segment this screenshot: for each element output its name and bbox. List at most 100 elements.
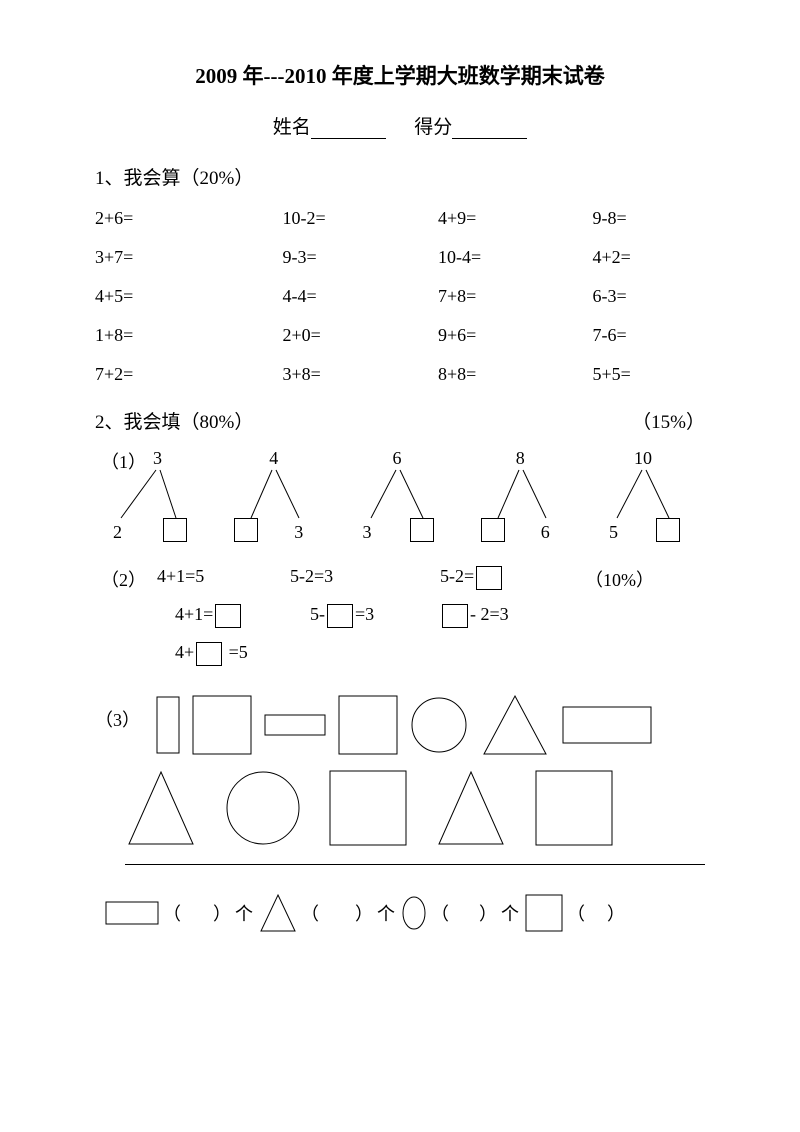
paren-open: （	[431, 900, 449, 926]
rectangle-icon	[562, 706, 652, 744]
info-line: 姓名 得分	[95, 112, 705, 139]
section2-header-right: （15%）	[632, 407, 705, 434]
circle-icon	[225, 770, 301, 846]
split-group: （1） 3 2	[101, 448, 206, 548]
arithmetic-grid: 2+6= 10-2= 4+9= 9-8= 3+7= 9-3= 10-4= 4+2…	[95, 208, 705, 385]
square-icon	[192, 695, 252, 755]
split-right: 3	[294, 522, 303, 543]
q2-label: （2）	[101, 566, 146, 592]
q3-label: （3）	[95, 694, 140, 732]
arith-cell[interactable]: 10-2=	[248, 208, 401, 229]
rectangle-icon	[264, 714, 326, 736]
arith-cell[interactable]: 4+9=	[400, 208, 553, 229]
answer-box[interactable]	[196, 642, 222, 666]
eq: 5-2=3	[290, 566, 333, 587]
score-label: 得分	[414, 117, 452, 138]
arith-cell[interactable]: 2+6=	[95, 208, 248, 229]
ellipse-icon	[401, 895, 427, 931]
shapes-row-2	[125, 770, 705, 846]
eq: 5-=3	[310, 604, 374, 628]
shapes-row-1: （3）	[95, 694, 705, 756]
split-lines-icon	[486, 466, 566, 521]
name-label: 姓名	[273, 117, 311, 138]
split-lines-icon	[116, 466, 196, 521]
arith-cell[interactable]: 4+5=	[95, 286, 248, 307]
answer-box[interactable]	[442, 604, 468, 628]
answer-box[interactable]	[410, 518, 434, 542]
count-item: （ ） 个	[259, 893, 395, 933]
arith-cell[interactable]: 10-4=	[400, 247, 553, 268]
arith-cell[interactable]: 7+2=	[95, 364, 248, 385]
triangle-icon	[259, 893, 297, 933]
split-lines-icon	[609, 466, 689, 521]
rectangle-icon	[156, 696, 180, 754]
score-blank[interactable]	[452, 121, 527, 139]
count-row: （ ） 个 （ ） 个 （ ） 个 （ ）	[105, 893, 705, 933]
exam-title: 2009 年---2010 年度上学期大班数学期末试卷	[95, 60, 705, 90]
count-item: （ ）	[525, 894, 625, 932]
split-left: 5	[609, 522, 618, 543]
split-lines-icon	[363, 466, 443, 521]
q2-container: （2） 4+1=5 5-2=3 5-2= （10%） 4+1= 5-=3 - 2…	[95, 566, 705, 686]
eq: 4+1=	[175, 604, 243, 628]
splits-row: （1） 3 2 4 3 6 3 8 6 10 5	[95, 448, 705, 548]
answer-box[interactable]	[215, 604, 241, 628]
count-suffix: 个	[501, 900, 519, 926]
arith-cell[interactable]: 9-3=	[248, 247, 401, 268]
square-icon	[535, 770, 613, 846]
answer-box[interactable]	[656, 518, 680, 542]
arith-cell[interactable]: 5+5=	[553, 364, 706, 385]
name-blank[interactable]	[311, 121, 386, 139]
split-left: 2	[113, 522, 122, 543]
q2-percent: （10%）	[585, 566, 654, 592]
arith-cell[interactable]: 9-8=	[553, 208, 706, 229]
split-group: 6 3	[348, 448, 453, 548]
square-icon	[329, 770, 407, 846]
count-suffix: 个	[235, 900, 253, 926]
arith-cell[interactable]: 4+2=	[553, 247, 706, 268]
split-group: 8 6	[471, 448, 576, 548]
paren-open: （	[163, 900, 181, 926]
arith-cell[interactable]: 2+0=	[248, 325, 401, 346]
triangle-icon	[480, 694, 550, 756]
arith-cell[interactable]: 6-3=	[553, 286, 706, 307]
answer-box[interactable]	[327, 604, 353, 628]
circle-icon	[410, 696, 468, 754]
triangle-icon	[125, 770, 197, 846]
arith-cell[interactable]: 4-4=	[248, 286, 401, 307]
answer-box[interactable]	[234, 518, 258, 542]
arith-cell[interactable]: 7-6=	[553, 325, 706, 346]
split-group: 10 5	[594, 448, 699, 548]
arith-cell[interactable]: 8+8=	[400, 364, 553, 385]
paren-close: ）	[355, 900, 373, 926]
paren-close: ）	[213, 900, 231, 926]
answer-box[interactable]	[476, 566, 502, 590]
divider-line	[125, 864, 705, 865]
answer-box[interactable]	[481, 518, 505, 542]
section2-header-left: 2、我会填（80%）	[95, 407, 253, 434]
eq: 4+ =5	[175, 642, 248, 666]
eq: 4+1=5	[157, 566, 204, 587]
split-left: 3	[363, 522, 372, 543]
square-icon	[338, 695, 398, 755]
paren-close: ）	[607, 900, 625, 926]
paren-close: ）	[479, 900, 497, 926]
count-item: （ ） 个	[401, 895, 519, 931]
eq: - 2=3	[440, 604, 509, 628]
section1-header: 1、我会算（20%）	[95, 163, 705, 190]
triangle-icon	[435, 770, 507, 846]
split-right: 6	[541, 522, 550, 543]
arith-cell[interactable]: 3+7=	[95, 247, 248, 268]
arith-cell[interactable]: 9+6=	[400, 325, 553, 346]
answer-box[interactable]	[163, 518, 187, 542]
arith-cell[interactable]: 3+8=	[248, 364, 401, 385]
arith-cell[interactable]: 1+8=	[95, 325, 248, 346]
paren-open: （	[567, 900, 585, 926]
paren-open: （	[301, 900, 319, 926]
count-suffix: 个	[377, 900, 395, 926]
square-icon	[525, 894, 563, 932]
section2-header: 2、我会填（80%） （15%）	[95, 407, 705, 434]
arith-cell[interactable]: 7+8=	[400, 286, 553, 307]
eq: 5-2=	[440, 566, 504, 590]
count-item: （ ） 个	[105, 900, 253, 926]
